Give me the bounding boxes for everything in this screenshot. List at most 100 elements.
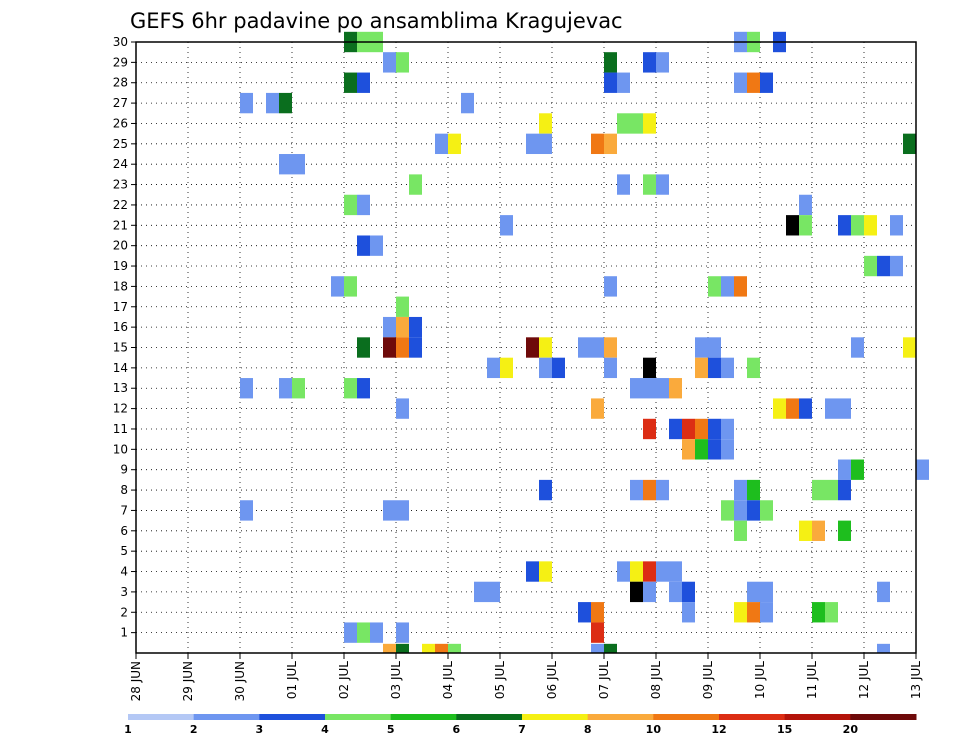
precip-cell bbox=[669, 378, 682, 399]
y-tick-label: 10 bbox=[113, 442, 128, 456]
precip-cell bbox=[240, 500, 253, 521]
x-tick-label: 09 JUL bbox=[701, 661, 715, 699]
y-tick-label: 14 bbox=[113, 361, 128, 375]
precip-cell bbox=[357, 378, 370, 399]
precip-cell bbox=[435, 643, 448, 653]
precip-cell bbox=[786, 215, 799, 236]
x-tick-label: 06 JUL bbox=[545, 661, 559, 699]
precip-cell bbox=[396, 296, 409, 317]
precip-cell bbox=[643, 52, 656, 73]
precip-cell bbox=[682, 439, 695, 460]
precip-cell bbox=[760, 500, 773, 521]
precip-cell bbox=[669, 561, 682, 582]
precip-cell bbox=[799, 215, 812, 236]
colorbar-segment bbox=[587, 714, 654, 720]
precip-cell bbox=[656, 378, 669, 399]
precip-cell bbox=[279, 154, 292, 175]
precip-cell bbox=[500, 357, 513, 379]
precip-cell bbox=[669, 418, 682, 440]
colorbar-segment bbox=[784, 714, 851, 720]
x-tick-label: 08 JUL bbox=[649, 661, 663, 699]
y-tick-label: 1 bbox=[120, 626, 128, 640]
precip-cell bbox=[877, 581, 890, 603]
precip-cell bbox=[526, 337, 539, 358]
x-tick-label: 12 JUL bbox=[857, 661, 871, 699]
precip-cell bbox=[396, 500, 409, 521]
precip-cell bbox=[643, 378, 656, 399]
precip-cell bbox=[617, 113, 630, 134]
precip-cell bbox=[448, 643, 461, 653]
precip-cell bbox=[643, 581, 656, 603]
precip-cell bbox=[539, 357, 552, 379]
precip-cell bbox=[591, 602, 604, 623]
precip-cell bbox=[604, 52, 617, 73]
precip-cell bbox=[604, 643, 617, 653]
precip-cell bbox=[630, 581, 643, 603]
precip-cell bbox=[682, 602, 695, 623]
precip-cell bbox=[396, 398, 409, 419]
colorbar-label: 7 bbox=[518, 723, 526, 736]
precip-cell bbox=[890, 215, 903, 236]
colorbar-segment bbox=[456, 714, 523, 720]
precip-cell bbox=[526, 133, 539, 155]
precip-cell bbox=[617, 72, 630, 93]
x-tick-label: 13 JUL bbox=[909, 661, 923, 699]
precip-cell bbox=[825, 479, 838, 501]
colorbar-segment bbox=[128, 714, 195, 720]
x-tick-label: 11 JUL bbox=[805, 661, 819, 699]
precip-cell bbox=[760, 602, 773, 623]
precip-cell bbox=[240, 92, 253, 114]
precip-cell bbox=[604, 337, 617, 358]
precip-cell bbox=[838, 479, 851, 501]
precip-cell bbox=[370, 235, 383, 256]
precip-cell bbox=[747, 72, 760, 93]
precip-cell bbox=[578, 602, 591, 623]
precip-cell bbox=[591, 337, 604, 358]
precip-cell bbox=[695, 357, 708, 379]
precip-cell bbox=[734, 479, 747, 501]
colorbar-label: 15 bbox=[777, 723, 792, 736]
y-tick-label: 22 bbox=[113, 198, 128, 212]
precip-cell bbox=[409, 337, 422, 358]
colorbar-label: 12 bbox=[711, 723, 726, 736]
precip-cell bbox=[708, 418, 721, 440]
precip-cell bbox=[578, 337, 591, 358]
colorbar-label: 10 bbox=[646, 723, 662, 736]
y-tick-label: 27 bbox=[113, 96, 128, 110]
precip-cell bbox=[500, 215, 513, 236]
precip-cell bbox=[370, 622, 383, 643]
precip-cell bbox=[695, 337, 708, 358]
precip-cell bbox=[825, 398, 838, 419]
y-tick-label: 15 bbox=[113, 341, 128, 355]
precip-cell bbox=[357, 194, 370, 216]
precip-cell bbox=[669, 581, 682, 603]
precip-cell bbox=[643, 561, 656, 582]
y-tick-label: 28 bbox=[113, 76, 128, 90]
precip-cell bbox=[734, 602, 747, 623]
precip-cell bbox=[799, 194, 812, 216]
y-tick-label: 17 bbox=[113, 300, 128, 314]
precip-cell bbox=[747, 581, 760, 603]
precip-cell bbox=[864, 215, 877, 236]
precip-cell bbox=[643, 479, 656, 501]
y-tick-label: 9 bbox=[120, 463, 128, 477]
y-tick-label: 16 bbox=[113, 320, 128, 334]
colorbar-label: 20 bbox=[843, 723, 859, 736]
precip-cell bbox=[708, 439, 721, 460]
precip-cell bbox=[383, 643, 396, 653]
x-tick-label: 29 JUN bbox=[181, 661, 195, 701]
precip-cell bbox=[604, 276, 617, 297]
colorbar-label: 6 bbox=[453, 723, 461, 736]
precip-cell bbox=[630, 561, 643, 582]
precip-cell bbox=[747, 500, 760, 521]
precip-cell bbox=[773, 398, 786, 419]
precip-cell bbox=[357, 72, 370, 93]
precip-cell bbox=[643, 418, 656, 440]
colorbar-label: 3 bbox=[256, 723, 264, 736]
precip-cell bbox=[747, 602, 760, 623]
precip-cell bbox=[890, 255, 903, 277]
precip-cell bbox=[721, 357, 734, 379]
precip-cell bbox=[344, 72, 357, 93]
precip-cell bbox=[383, 52, 396, 73]
